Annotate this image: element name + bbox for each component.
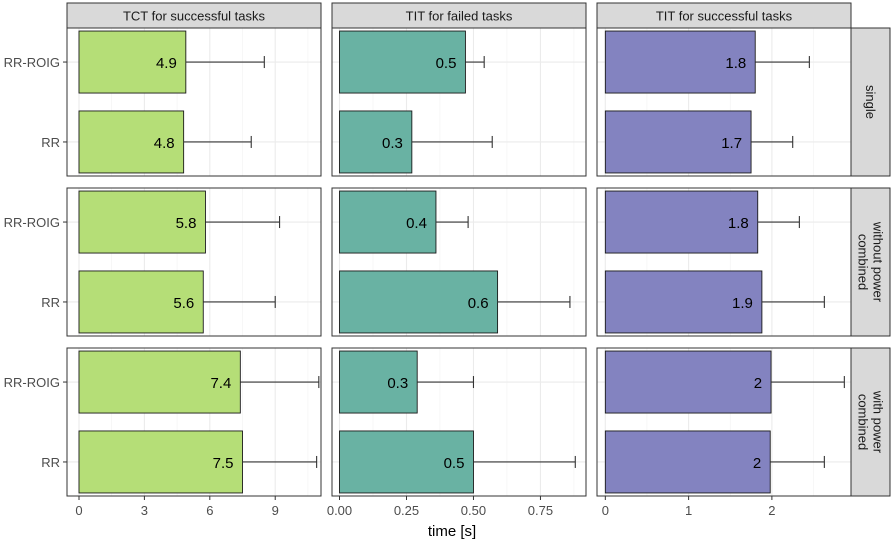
y-tick-label: RR [41,455,60,470]
x-tick-label: 9 [272,503,279,518]
bar[interactable] [78,110,185,174]
x-tick-label: 0.50 [461,503,486,518]
panel-border [66,187,322,337]
row-strip-title: combined [856,234,871,290]
panel-border [66,347,322,497]
x-tick-label: 1 [685,503,692,518]
bar[interactable] [339,350,418,414]
bar[interactable] [78,190,206,254]
facet-panel: 1.8 1.9 [596,187,852,337]
y-tick-label: RR [41,135,60,150]
data-label: 0.5 [444,455,465,472]
bar[interactable] [78,270,204,334]
data-label: 7.4 [210,375,231,392]
bar[interactable] [339,30,466,94]
row-strip-title: combined [856,394,871,450]
data-label: 2 [753,455,761,472]
facet-panel: 7.4 7.5 [66,347,322,497]
data-label: 1.8 [728,215,749,232]
facet-panel: 0.5 0.3 [331,27,587,177]
row-strip [850,187,891,337]
data-label: 5.6 [173,295,194,312]
data-label: 2 [754,375,762,392]
bar[interactable] [339,430,474,494]
data-label: 1.9 [732,295,753,312]
column-strip-title: TIT for failed tasks [406,9,513,24]
facet-panel: 4.9 4.8 [66,27,322,177]
data-label: 1.8 [725,55,746,72]
row-strip [850,27,891,177]
x-tick-label: 6 [206,503,213,518]
facet-panel: 1.8 1.7 [596,27,852,177]
y-tick-label: RR-ROIG [4,375,60,390]
bar[interactable] [339,110,413,174]
bar[interactable] [604,350,772,414]
bar[interactable] [78,430,243,494]
panels-layer: 4.94.80.50.31.81.75.85.60.40.61.81.97.47… [66,27,852,497]
x-axis-title: time [s] [428,523,476,540]
bar[interactable] [604,190,759,254]
column-strip [331,2,587,29]
column-strip-title: TCT for successful tasks [123,9,266,24]
data-label: 1.7 [721,135,742,152]
bar[interactable] [604,430,771,494]
data-label: 4.9 [156,55,177,72]
bar[interactable] [78,30,187,94]
facet-panel: 0.3 0.5 [331,347,587,497]
row-strip-title: with power [871,390,886,454]
column-strip [596,2,852,29]
data-label: 5.8 [176,215,197,232]
y-tick-label: RR [41,295,60,310]
x-tick-label: 0.75 [528,503,553,518]
y-tick-label: RR-ROIG [4,55,60,70]
data-label: 0.5 [436,55,457,72]
data-label: 0.3 [382,135,403,152]
axes-layer: RR-ROIG RR RR-ROIG RR RR-ROIG RR 0 3 6 9 0.00 0.25 0… [4,55,776,518]
row-strip-title: without power [871,221,886,303]
panel-border [331,187,587,337]
x-tick-label: 0.00 [327,503,352,518]
x-tick-label: 3 [141,503,148,518]
facet-panel: 0.4 0.6 [331,187,587,337]
data-label: 0.6 [468,295,489,312]
data-label: 0.4 [406,215,427,232]
row-strip-title: single [863,85,878,119]
strips-layer: TCT for successful tasks TIT for failed t… [66,2,891,497]
bar[interactable] [604,110,752,174]
bar[interactable] [339,270,499,334]
bar[interactable] [604,30,756,94]
x-tick-label: 0.25 [394,503,419,518]
row-strip [850,347,891,497]
column-strip [66,2,322,29]
x-tick-label: 0 [602,503,609,518]
y-tick-label: RR-ROIG [4,215,60,230]
panel-border [331,347,587,497]
facet-panel: 5.8 5.6 [66,187,322,337]
data-label: 7.5 [213,455,234,472]
x-tick-label: 2 [768,503,775,518]
bar[interactable] [78,350,241,414]
facet-panel: 22 [596,347,852,497]
x-tick-label: 0 [75,503,82,518]
data-label: 4.8 [154,135,175,152]
bar[interactable] [604,270,763,334]
column-strip-title: TIT for successful tasks [656,9,793,24]
data-label: 0.3 [387,375,408,392]
